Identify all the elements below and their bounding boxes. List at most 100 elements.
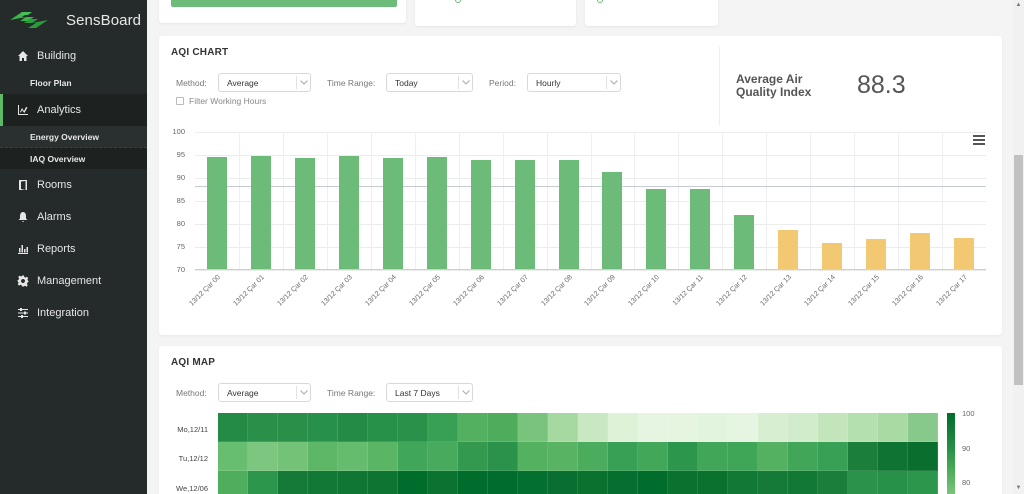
heatmap-cell[interactable] <box>578 413 608 442</box>
logo[interactable]: SensBoard <box>0 0 147 40</box>
hamburger-menu-icon[interactable] <box>973 135 985 145</box>
heatmap-cell[interactable] <box>608 413 638 442</box>
chart-bar[interactable] <box>338 155 359 269</box>
heatmap-cell[interactable] <box>728 413 758 442</box>
heatmap-cell[interactable] <box>848 413 878 442</box>
heatmap-cell[interactable] <box>788 442 818 471</box>
heatmap-cell[interactable] <box>908 413 938 442</box>
heatmap-cell[interactable] <box>248 471 278 494</box>
heatmap-cell[interactable] <box>488 413 518 442</box>
sidebar-subitem-iaq-overview[interactable]: IAQ Overview <box>0 148 147 169</box>
heatmap-cell[interactable] <box>578 471 608 494</box>
chart-bar[interactable] <box>910 233 931 269</box>
heatmap-cell[interactable] <box>338 471 368 494</box>
heatmap-cell[interactable] <box>638 413 668 442</box>
heatmap-cell[interactable] <box>218 471 248 494</box>
heatmap-cell[interactable] <box>758 442 788 471</box>
heatmap-cell[interactable] <box>698 471 728 494</box>
heatmap-cell[interactable] <box>878 442 908 471</box>
heatmap-cell[interactable] <box>518 413 548 442</box>
scroll-down-arrow-icon[interactable]: ▼ <box>1015 485 1022 491</box>
chart-bar[interactable] <box>778 230 799 269</box>
chart-bar[interactable] <box>470 159 491 269</box>
sidebar-item-analytics[interactable]: Analytics <box>0 94 147 126</box>
chart-bar[interactable] <box>382 158 403 269</box>
heatmap-cell[interactable] <box>398 471 428 494</box>
scroll-up-arrow-icon[interactable]: ▲ <box>1015 2 1022 8</box>
heatmap-cell[interactable] <box>548 471 578 494</box>
heatmap-cell[interactable] <box>518 471 548 494</box>
heatmap-cell[interactable] <box>368 413 398 442</box>
heatmap-cell[interactable] <box>878 471 908 494</box>
chart-bar[interactable] <box>822 242 843 269</box>
heatmap-cell[interactable] <box>818 413 848 442</box>
heatmap-cell[interactable] <box>728 471 758 494</box>
sidebar-item-integration[interactable]: Integration <box>0 297 147 329</box>
heatmap-cell[interactable] <box>248 442 278 471</box>
heatmap-cell[interactable] <box>638 471 668 494</box>
heatmap-cell[interactable] <box>728 442 758 471</box>
heatmap-cell[interactable] <box>698 413 728 442</box>
chart-bar[interactable] <box>646 188 667 269</box>
heatmap-cell[interactable] <box>278 413 308 442</box>
chart-bar[interactable] <box>734 214 755 269</box>
heatmap-cell[interactable] <box>398 413 428 442</box>
heatmap-cell[interactable] <box>608 471 638 494</box>
heatmap-cell[interactable] <box>608 442 638 471</box>
sidebar-subitem-floor-plan[interactable]: Floor Plan <box>0 72 147 94</box>
heatmap-cell[interactable] <box>458 442 488 471</box>
heatmap-cell[interactable] <box>398 442 428 471</box>
heatmap-cell[interactable] <box>428 413 458 442</box>
heatmap-cell[interactable] <box>758 413 788 442</box>
heatmap-cell[interactable] <box>308 413 338 442</box>
heatmap-cell[interactable] <box>848 471 878 494</box>
chart-bar[interactable] <box>426 157 447 269</box>
checkbox-box[interactable] <box>176 97 184 105</box>
heatmap-cell[interactable] <box>458 471 488 494</box>
heatmap-cell[interactable] <box>248 413 278 442</box>
chart-bar[interactable] <box>558 160 579 269</box>
heatmap-cell[interactable] <box>788 471 818 494</box>
heatmap-cell[interactable] <box>278 471 308 494</box>
heatmap-cell[interactable] <box>638 442 668 471</box>
sidebar-item-rooms[interactable]: Rooms <box>0 169 147 201</box>
heatmap-cell[interactable] <box>368 471 398 494</box>
heatmap-cell[interactable] <box>668 442 698 471</box>
heatmap-cell[interactable] <box>278 442 308 471</box>
heatmap-cell[interactable] <box>818 471 848 494</box>
chart-bar[interactable] <box>294 158 315 269</box>
heatmap-cell[interactable] <box>908 442 938 471</box>
chart-bar[interactable] <box>250 156 271 269</box>
heatmap-cell[interactable] <box>788 413 818 442</box>
heatmap-cell[interactable] <box>308 442 338 471</box>
sidebar-subitem-energy-overview[interactable]: Energy Overview <box>0 126 147 147</box>
heatmap-cell[interactable] <box>908 471 938 494</box>
heatmap-cell[interactable] <box>218 442 248 471</box>
heatmap-cell[interactable] <box>458 413 488 442</box>
chart-bar[interactable] <box>690 188 711 269</box>
sidebar-item-management[interactable]: Management <box>0 265 147 297</box>
heatmap-cell[interactable] <box>218 413 248 442</box>
chart-bar[interactable] <box>954 238 975 269</box>
heatmap-cell[interactable] <box>668 413 698 442</box>
heatmap-cell[interactable] <box>488 442 518 471</box>
filter-working-hours-checkbox[interactable]: Filter Working Hours <box>176 96 266 106</box>
heatmap-cell[interactable] <box>308 471 338 494</box>
sidebar-item-alarms[interactable]: Alarms <box>0 201 147 233</box>
heatmap-cell[interactable] <box>548 442 578 471</box>
heatmap-cell[interactable] <box>368 442 398 471</box>
time-range-select[interactable]: Today <box>386 73 473 92</box>
heatmap-cell[interactable] <box>428 442 458 471</box>
chart-bar[interactable] <box>602 171 623 269</box>
sidebar-item-building[interactable]: Building <box>0 40 147 72</box>
heatmap-cell[interactable] <box>698 442 728 471</box>
heatmap-cell[interactable] <box>338 413 368 442</box>
heatmap-cell[interactable] <box>548 413 578 442</box>
chart-bar[interactable] <box>514 159 535 269</box>
chart-bar[interactable] <box>866 238 887 269</box>
sidebar-item-reports[interactable]: Reports <box>0 233 147 265</box>
heatmap-cell[interactable] <box>668 471 698 494</box>
scrollbar-thumb[interactable] <box>1014 155 1023 385</box>
chart-bar[interactable] <box>206 157 227 269</box>
heatmap-cell[interactable] <box>878 413 908 442</box>
